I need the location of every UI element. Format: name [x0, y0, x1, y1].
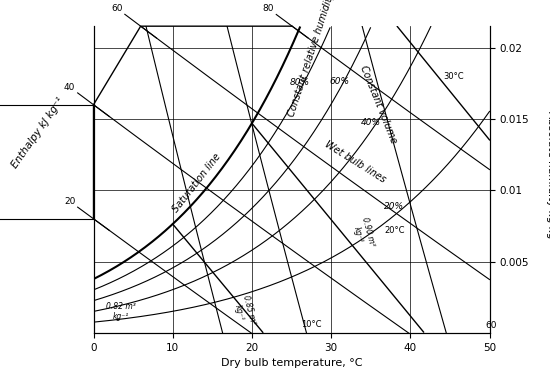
Text: 60%: 60%	[329, 77, 349, 86]
Text: Enthalpy kJ kg⁻¹: Enthalpy kJ kg⁻¹	[10, 96, 66, 170]
Text: 60: 60	[486, 321, 497, 330]
Text: 80: 80	[262, 4, 274, 13]
Text: Constant relative humidity: Constant relative humidity	[287, 0, 336, 118]
Text: Wet bulb lines: Wet bulb lines	[323, 139, 387, 184]
Text: Constant volume: Constant volume	[359, 64, 399, 145]
Text: 60: 60	[111, 4, 123, 13]
Text: 0.85 m³
kg⁻¹: 0.85 m³ kg⁻¹	[231, 295, 257, 328]
Text: 0.82 m³
kg⁻¹: 0.82 m³ kg⁻¹	[106, 302, 136, 321]
Y-axis label: Absolute humidity kg kg⁻¹: Absolute humidity kg kg⁻¹	[546, 111, 550, 248]
Text: 0.90 m³
kg⁻¹: 0.90 m³ kg⁻¹	[350, 216, 376, 250]
Text: 40%: 40%	[361, 118, 381, 127]
Text: 80%: 80%	[289, 78, 310, 87]
Text: Saturation line: Saturation line	[170, 152, 223, 214]
Text: 20%: 20%	[384, 202, 404, 211]
X-axis label: Dry bulb temperature, °C: Dry bulb temperature, °C	[221, 358, 362, 368]
Text: 20: 20	[64, 197, 75, 206]
Text: 30°C: 30°C	[443, 71, 464, 81]
Text: 20°C: 20°C	[384, 226, 405, 234]
Text: 10°C: 10°C	[301, 320, 322, 329]
Text: 40: 40	[64, 83, 75, 92]
